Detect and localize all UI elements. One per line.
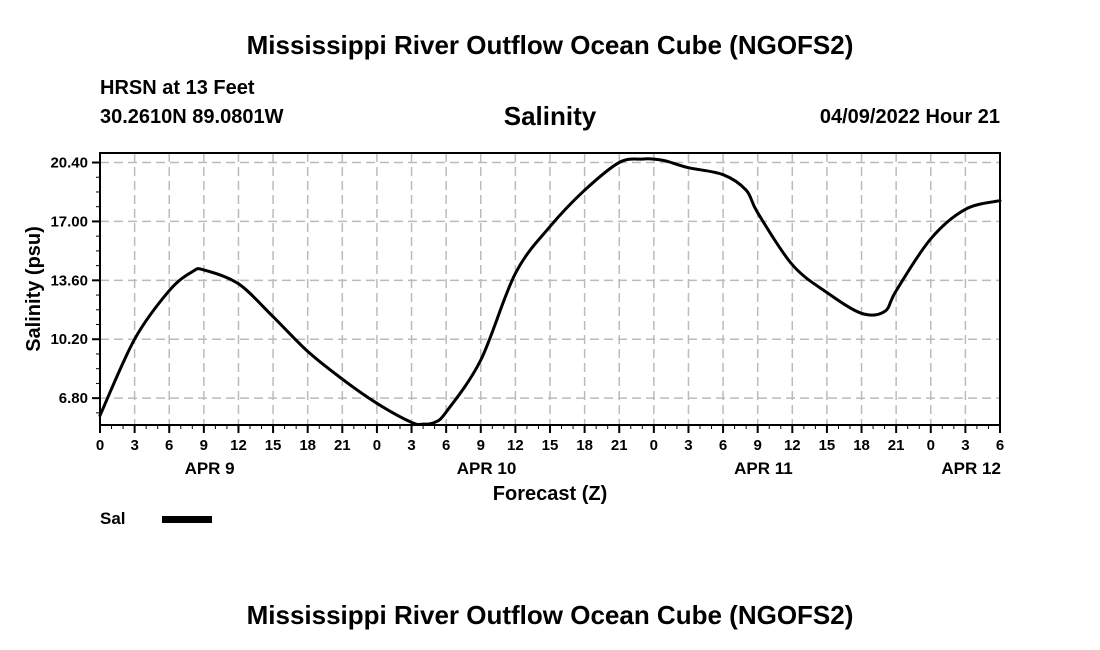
y-tick-label: 10.20 bbox=[50, 331, 88, 348]
x-tick-label: 6 bbox=[996, 437, 1004, 454]
x-tick-label: 3 bbox=[407, 437, 415, 454]
legend-swatch bbox=[162, 516, 212, 523]
x-tick-label: 18 bbox=[853, 437, 870, 454]
date-label: APR 9 bbox=[185, 459, 235, 478]
variable-title: Salinity bbox=[503, 101, 597, 131]
x-tick-label: 0 bbox=[650, 437, 658, 454]
x-tick-label: 12 bbox=[230, 437, 247, 454]
y-tick-label: 13.60 bbox=[50, 272, 88, 289]
footer-title: Mississippi River Outflow Ocean Cube (NG… bbox=[246, 600, 854, 630]
x-tick-label: 15 bbox=[819, 437, 836, 454]
x-tick-label: 0 bbox=[96, 437, 104, 454]
x-tick-label: 6 bbox=[165, 437, 173, 454]
x-tick-label: 0 bbox=[373, 437, 381, 454]
x-tick-label: 9 bbox=[477, 437, 485, 454]
chart-title: Mississippi River Outflow Ocean Cube (NG… bbox=[246, 30, 854, 60]
x-tick-label: 9 bbox=[754, 437, 762, 454]
y-tick-label: 17.00 bbox=[50, 213, 88, 230]
x-tick-label: 3 bbox=[684, 437, 692, 454]
date-label: APR 10 bbox=[457, 459, 517, 478]
x-tick-label: 9 bbox=[200, 437, 208, 454]
x-tick-label: 6 bbox=[719, 437, 727, 454]
y-axis-label: Salinity (psu) bbox=[23, 226, 45, 352]
x-tick-label: 15 bbox=[265, 437, 282, 454]
salinity-chart: 20.40 17.00 13.60 10.20 6.80 0 3 6 9 12 15 18 21 0 3 6… bbox=[23, 152, 1004, 505]
x-tick-label: 18 bbox=[299, 437, 316, 454]
x-axis-label: Forecast (Z) bbox=[493, 483, 607, 505]
y-tick-label: 6.80 bbox=[59, 390, 88, 407]
station-coordinates: 30.2610N 89.0801W bbox=[100, 106, 284, 128]
date-labels: APR 9 APR 10 APR 11 APR 12 bbox=[185, 459, 1001, 478]
x-tick-label: 21 bbox=[334, 437, 351, 454]
date-label: APR 11 bbox=[734, 459, 793, 478]
x-tick-label: 0 bbox=[927, 437, 935, 454]
x-tick-label: 21 bbox=[888, 437, 905, 454]
date-label: APR 12 bbox=[941, 459, 1001, 478]
x-tick-label: 21 bbox=[611, 437, 628, 454]
y-tick-label: 20.40 bbox=[50, 155, 88, 172]
x-tick-label: 3 bbox=[961, 437, 969, 454]
x-tick-label: 6 bbox=[442, 437, 450, 454]
salinity-series-line bbox=[98, 157, 1002, 427]
grid bbox=[100, 153, 1000, 425]
x-tick-label: 12 bbox=[784, 437, 801, 454]
x-tick-label: 12 bbox=[507, 437, 524, 454]
forecast-datetime: 04/09/2022 Hour 21 bbox=[819, 106, 1000, 128]
x-axis: 0 3 6 9 12 15 18 21 0 3 6 9 12 15 18 21 0 3 6 9 12 15 18 21 0 3 6 bbox=[96, 425, 1004, 454]
station-label: HRSN at 13 Feet bbox=[100, 77, 255, 99]
x-tick-label: 15 bbox=[542, 437, 559, 454]
x-tick-label: 3 bbox=[130, 437, 138, 454]
y-axis: 20.40 17.00 13.60 10.20 6.80 bbox=[50, 155, 100, 414]
x-tick-label: 18 bbox=[576, 437, 593, 454]
legend-label: Sal bbox=[100, 509, 126, 528]
